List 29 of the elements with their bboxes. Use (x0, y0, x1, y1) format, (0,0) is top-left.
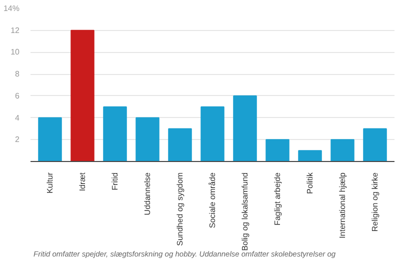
y-tick-label: 14% (3, 4, 20, 13)
x-tick-label: Politik (306, 172, 314, 194)
x-tick-label: Uddannelse (143, 172, 152, 216)
x-tick-label: Idræt (78, 172, 87, 192)
bar (266, 139, 290, 162)
bar (363, 128, 387, 162)
y-tick-label: 2 (15, 135, 20, 144)
x-tick-label: Sociale område (208, 172, 217, 228)
x-tick-label: Religion og kirke (370, 172, 380, 232)
bar (330, 139, 354, 162)
y-tick-label: 6 (15, 91, 20, 100)
bar (38, 117, 62, 162)
x-tick-label: Fagligt arbejde (273, 172, 282, 226)
y-tick-label: 10 (10, 48, 20, 57)
bar (168, 128, 192, 162)
bar (70, 30, 94, 162)
x-tick-label: Bolig og lokalsamfund (240, 172, 250, 251)
y-tick-label: 8 (15, 70, 20, 79)
bar (136, 117, 160, 162)
bar (103, 106, 127, 162)
bar (200, 106, 224, 162)
y-tick-label: 4 (15, 113, 20, 122)
x-tick-label: International hjælp (338, 172, 347, 238)
x-tick-label: Sundhed og sygdom (176, 172, 184, 246)
x-tick-label: Kultur (46, 172, 54, 194)
x-tick-label: Fritid (110, 172, 120, 190)
bar (233, 95, 257, 162)
bar (298, 150, 322, 162)
y-tick-label: 12 (10, 26, 20, 35)
